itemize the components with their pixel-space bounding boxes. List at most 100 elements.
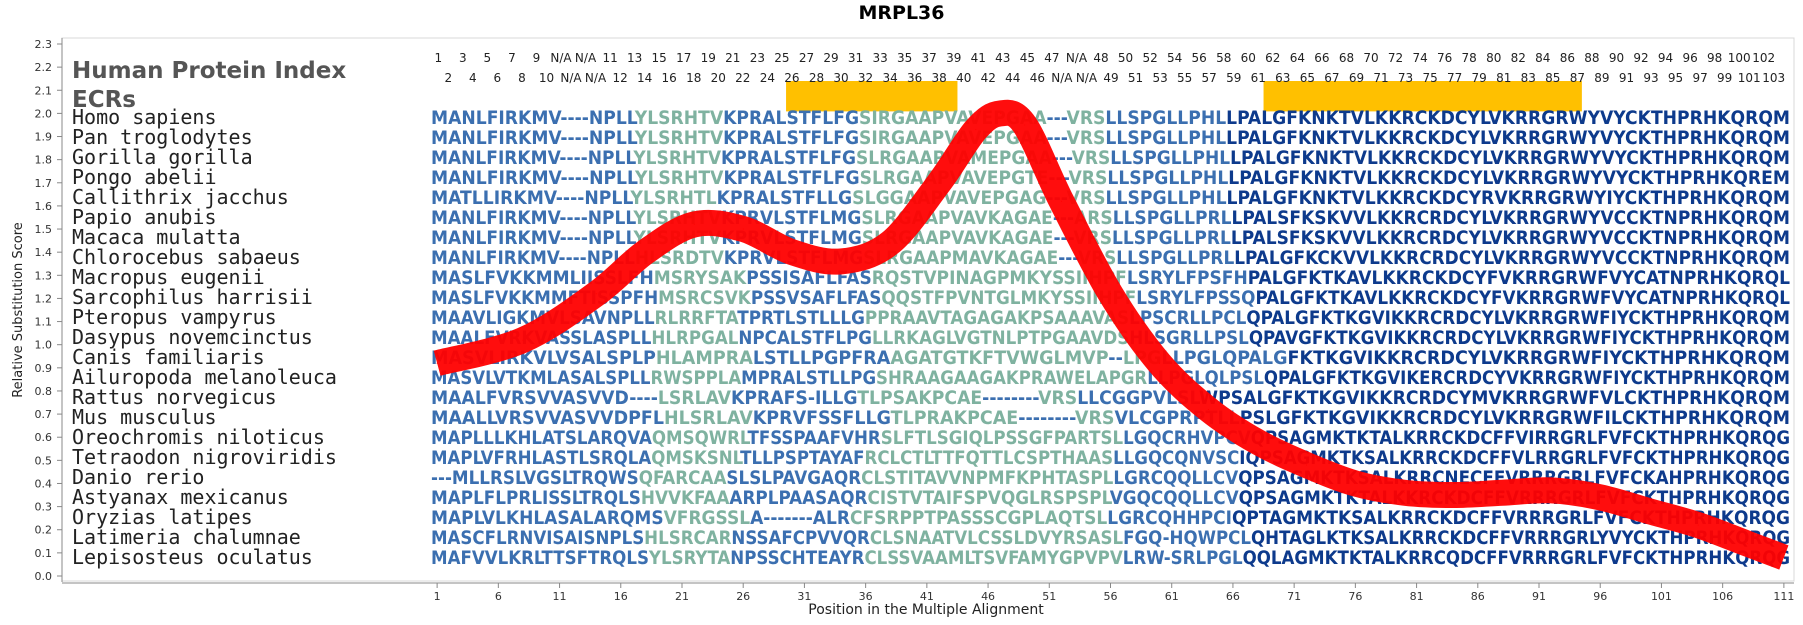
residue: Q — [1148, 527, 1162, 549]
y-tick-label: 1.4 — [35, 246, 53, 259]
residue: L — [1105, 107, 1116, 129]
residue: K — [1505, 247, 1519, 269]
residue: L — [1006, 327, 1017, 349]
residue: G — [1166, 327, 1180, 349]
residue: L — [1263, 167, 1274, 189]
residue: T — [818, 367, 830, 389]
residue: P — [938, 207, 950, 229]
residue: L — [1481, 347, 1492, 369]
residue: T — [799, 127, 811, 149]
residue: L — [547, 347, 558, 369]
x-tick-label: 6 — [495, 590, 502, 603]
residue: S — [786, 127, 798, 149]
residue: R — [1745, 107, 1758, 129]
human-index-label: 37 — [922, 51, 937, 65]
residue: R — [857, 527, 870, 549]
residue: C — [1462, 267, 1475, 289]
residue: R — [1690, 207, 1703, 229]
y-tick-label: 1.7 — [35, 177, 53, 190]
residue: S — [764, 347, 777, 369]
residue: R — [671, 127, 684, 149]
residue: S — [1138, 267, 1150, 289]
residue: C — [1457, 407, 1470, 429]
residue: S — [575, 387, 587, 409]
residue: P — [1683, 467, 1695, 489]
residue: R — [1088, 407, 1101, 429]
residue: L — [473, 327, 484, 349]
residue: I — [1359, 387, 1365, 409]
residue: P — [1144, 147, 1156, 169]
residue: L — [1256, 387, 1267, 409]
residue: P — [793, 427, 805, 449]
residue: N — [992, 327, 1006, 349]
residue: I — [494, 187, 500, 209]
residue: K — [1388, 127, 1402, 149]
residue: S — [1134, 207, 1146, 229]
residue: R — [1547, 427, 1560, 449]
residue: F — [1491, 287, 1502, 309]
residue: P — [1678, 207, 1690, 229]
residue: K — [1638, 127, 1652, 149]
residue: Y — [629, 187, 643, 209]
residue: H — [1704, 247, 1718, 269]
residue: H — [1706, 167, 1720, 189]
residue: N — [1314, 167, 1328, 189]
residue: L — [479, 467, 490, 489]
residue: P — [755, 487, 767, 509]
residue: P — [850, 367, 862, 389]
residue: L — [1123, 347, 1134, 369]
sequence-row: MANLFIRKMV----NPLLYLSRHTVKPRALSTFLFGSIRG… — [431, 127, 1790, 149]
residue: Q — [1238, 467, 1252, 489]
residue: V — [710, 127, 724, 149]
residue: L — [872, 327, 883, 349]
residue: P — [1679, 307, 1691, 329]
residue: M — [534, 287, 551, 309]
residue: K — [1325, 547, 1339, 569]
residue: L — [1113, 427, 1124, 449]
residue: L — [1128, 407, 1139, 429]
residue: L — [1182, 147, 1193, 169]
residue: C — [995, 507, 1007, 529]
residue: L — [1231, 227, 1242, 249]
y-tick-label: 0.2 — [35, 524, 53, 537]
residue: C — [1628, 167, 1641, 189]
residue: - — [582, 127, 589, 149]
human-index-label: 22 — [735, 71, 750, 85]
residue: S — [629, 487, 641, 509]
residue: L — [773, 147, 784, 169]
residue: E — [1419, 367, 1430, 389]
score-point — [522, 339, 524, 341]
residue: K — [505, 427, 519, 449]
residue: G — [1011, 167, 1025, 189]
residue: R — [1429, 407, 1442, 429]
residue: C — [900, 447, 912, 469]
residue: G — [1008, 507, 1022, 529]
residue: G — [1123, 487, 1137, 509]
species-label: Callithrix jacchus — [72, 185, 289, 209]
residue: P — [1683, 427, 1695, 449]
residue: H — [684, 127, 698, 149]
residue: K — [1390, 407, 1404, 429]
residue: R — [1746, 327, 1759, 349]
residue: P — [766, 407, 779, 429]
residue: M — [741, 367, 757, 389]
residue: M — [531, 227, 548, 249]
residue: - — [574, 207, 581, 229]
species-label: Dasypus novemcinctus — [72, 325, 313, 349]
residue: F — [1491, 507, 1503, 529]
residue: D — [1443, 147, 1457, 169]
residue: I — [580, 267, 586, 289]
residue: V — [1090, 327, 1104, 349]
residue: M — [536, 267, 553, 289]
residue: T — [1334, 487, 1346, 509]
residue: R — [1569, 327, 1582, 349]
residue: F — [862, 507, 874, 529]
residue: S — [1078, 467, 1090, 489]
residue: K — [1640, 247, 1654, 269]
residue: S — [893, 527, 905, 549]
residue: R — [1560, 407, 1573, 429]
residue: - — [1058, 247, 1065, 269]
substitution-curve-layer — [433, 99, 1789, 570]
score-point — [1158, 362, 1160, 364]
residue: L — [865, 187, 876, 209]
